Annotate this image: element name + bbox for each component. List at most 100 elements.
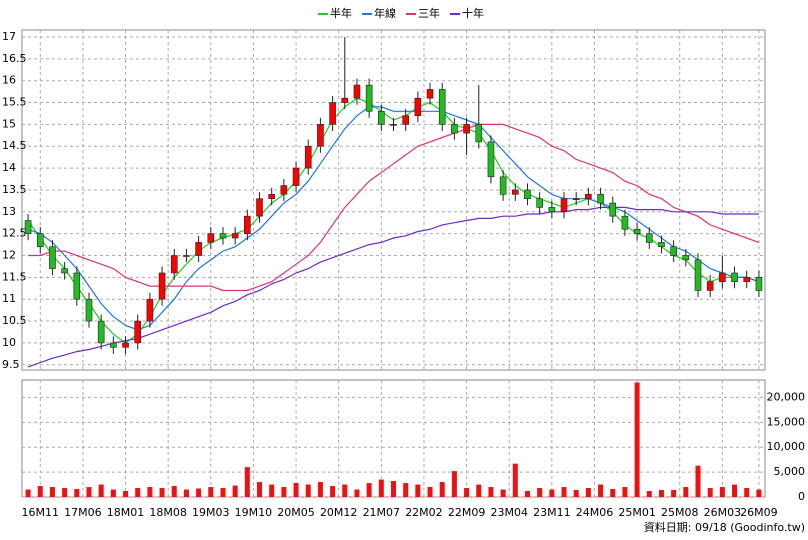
candle-body [244,215,251,234]
candle-body [353,84,361,99]
volume-bar [658,490,664,497]
legend-label: 半年 [330,6,352,20]
candle-body [731,272,738,283]
candle-body [268,194,275,199]
y-tick-label: 17 [2,30,16,43]
x-tick-label: 23M11 [533,506,571,519]
candle-body [645,233,653,243]
x-tick-label: 16M11 [22,506,60,519]
candle-body [670,246,677,256]
ma-line [27,97,760,344]
volume-bar [451,471,457,497]
x-tick-label: 25M08 [661,506,699,519]
candle-body [621,215,629,230]
candle-body [560,198,568,213]
y-tick-label: 13 [2,205,16,218]
volume-bar [585,488,591,497]
candle-body [24,220,32,234]
candle-body [231,233,239,239]
candle-body [170,255,178,274]
x-tick-label: 18M08 [149,506,187,519]
volume-bar [561,487,567,497]
volume-bar [305,484,311,497]
candle-body [755,277,763,291]
volume-bar [464,488,470,497]
y-tick-label: 14 [2,161,16,174]
x-tick-label: 20M12 [320,506,358,519]
x-tick-label: 19M03 [192,506,230,519]
candle-body [304,145,312,169]
legend-label: 年線 [374,6,396,20]
volume-bar [537,488,543,497]
candle-body [706,281,714,291]
volume-bar [244,467,250,497]
volume-bar [732,484,738,497]
candle-body [682,255,690,261]
volume-bar [683,487,689,497]
volume-bar [49,487,55,497]
candle-body [609,202,617,217]
ma-line [27,206,759,368]
candle-body [633,228,641,234]
candle-body [390,124,397,126]
volume-bar [391,481,396,497]
candle-body [280,185,288,195]
candle-body [183,255,190,257]
volume-bar [500,489,506,497]
ma-line [28,123,760,292]
candle-body [219,233,227,239]
y-tick-label: 12 [2,249,16,262]
volume-bar [671,490,677,497]
x-tick-label: 22M09 [448,506,486,519]
candle-body [122,342,129,348]
y-tick-label: 14.5 [2,139,27,152]
volume-bar [330,486,336,497]
y-tick-label: 15 [2,117,16,130]
x-tick-label: 24M06 [576,506,614,519]
volume-bar [208,487,214,497]
volume-bar [317,482,323,497]
volume-bar [110,489,116,497]
volume-bar [25,489,31,497]
y-tick-label: 10.5 [2,314,27,327]
volume-bar [171,486,177,497]
volume-bar [257,482,263,497]
volume-bar [366,483,372,497]
volume-bar [695,465,701,497]
volume-bar [476,484,482,497]
x-tick-label: 25M01 [618,506,656,519]
y-tick-label: 13.5 [2,183,27,196]
footer-note: 資料日期: 09/18 (Goodinfo.tw) [644,520,805,534]
candle-body [548,207,556,213]
volume-bar [123,491,129,497]
candle-body [61,268,68,274]
volume-tick-label: 5,000 [774,465,806,478]
candle-body [536,198,543,208]
y-tick-label: 15.5 [2,96,27,109]
volume-bar [220,488,226,497]
volume-bar [573,490,579,497]
volume-bar [598,484,604,497]
candle-body [658,242,665,248]
legend-label: 三年 [418,6,440,20]
candle-body [719,272,726,283]
volume-bar [634,382,640,497]
volume-bar [232,485,238,497]
candle-body [463,124,470,134]
candle-body [487,141,495,178]
candle-body [195,242,202,256]
candle-body [499,176,507,195]
volume-bar [196,488,202,497]
volume-bar [62,488,68,497]
volume-bar [354,489,360,497]
volume-bar [415,484,421,497]
volume-bar [744,488,750,497]
candle-body [317,124,324,147]
volume-tick-label: 15,000 [767,415,806,428]
volume-tick-label: 20,000 [767,390,806,403]
y-tick-label: 10 [2,336,16,349]
volume-bar [37,486,43,497]
legend-label: 十年 [462,6,484,20]
